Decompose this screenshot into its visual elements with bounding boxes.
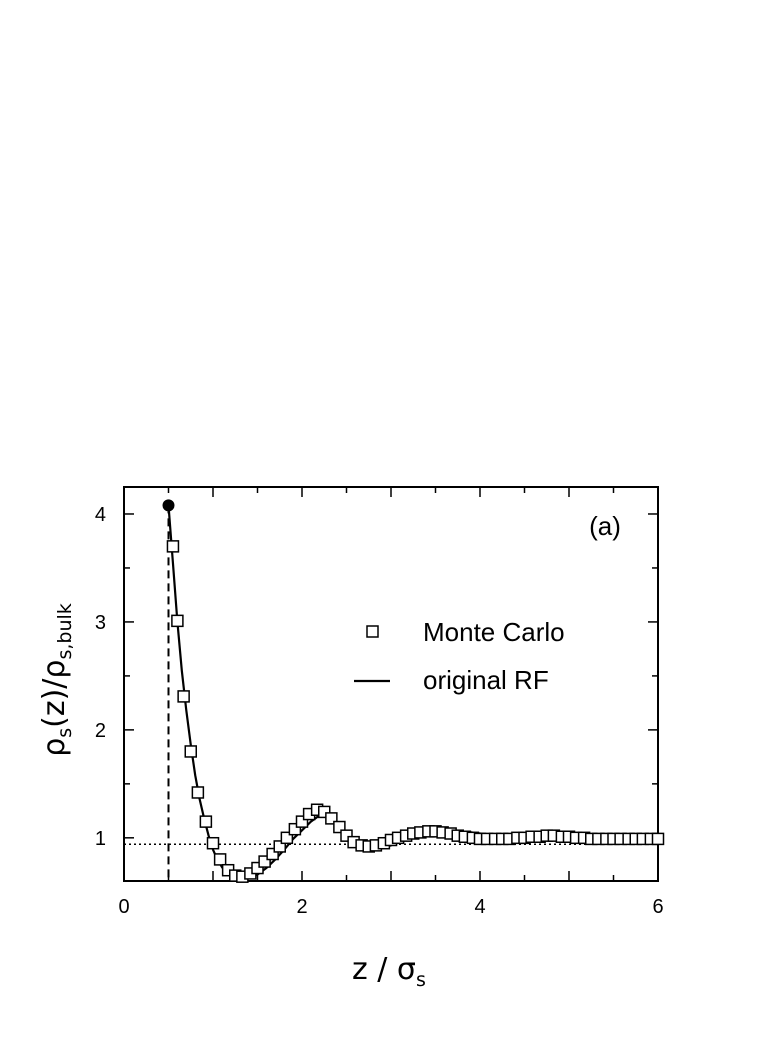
y-tick-label: 3	[95, 612, 106, 634]
y-axis-title-sub2: s,bulk	[54, 603, 76, 659]
x-tick-label: 6	[652, 896, 663, 918]
y-tick-label: 4	[95, 504, 106, 526]
monte-carlo-point	[273, 840, 286, 853]
panel-label: (a)	[589, 511, 621, 541]
monte-carlo-point	[177, 690, 190, 703]
axis-ticks	[123, 487, 659, 881]
monte-carlo-point	[166, 540, 180, 553]
monte-carlo-point	[280, 831, 294, 845]
monte-carlo-point	[340, 829, 353, 842]
x-axis-title: z / σs	[352, 952, 426, 991]
monte-carlo-point	[325, 812, 338, 825]
x-tick-label: 0	[118, 896, 129, 918]
legend-label-monte-carlo: Monte Carlo	[423, 617, 565, 647]
monte-carlo-point	[213, 853, 227, 866]
contact-point-marker	[162, 499, 175, 512]
monte-carlo-point	[199, 815, 213, 828]
y-tick-label: 2	[95, 720, 106, 742]
legend-label-original-rf: original RF	[423, 665, 549, 695]
y-axis-title-sub1: s	[54, 728, 76, 738]
monte-carlo-point	[333, 820, 346, 834]
monte-carlo-point	[184, 745, 197, 758]
monte-carlo-point	[206, 836, 220, 850]
legend-marker-monte-carlo	[366, 625, 379, 638]
x-axis-title-sub: s	[416, 969, 426, 991]
y-tick-label: 1	[95, 828, 106, 850]
x-tick-label: 2	[296, 896, 307, 918]
monte-carlo-point	[171, 614, 184, 628]
y-axis-title-rho1: ρ	[37, 738, 72, 757]
monte-carlo-point	[251, 861, 264, 875]
tick-labels: 0 2 4 6 1 2 3 4	[95, 504, 664, 918]
series-layer	[162, 499, 665, 883]
y-axis-title-mid: (z)/ρ	[37, 660, 72, 728]
monte-carlo-point	[266, 847, 279, 861]
monte-carlo-point	[288, 822, 302, 836]
monte-carlo-point	[191, 786, 205, 799]
monte-carlo-point	[258, 855, 271, 868]
y-axis-title: ρs(z)/ρs,bulk	[37, 603, 76, 757]
monte-carlo-point	[318, 805, 331, 819]
monte-carlo-point	[295, 815, 309, 828]
original-rf-line	[167, 505, 659, 880]
x-tick-label: 4	[474, 896, 485, 918]
monte-carlo-point	[651, 832, 665, 846]
x-axis-title-main: z / σ	[352, 952, 416, 987]
